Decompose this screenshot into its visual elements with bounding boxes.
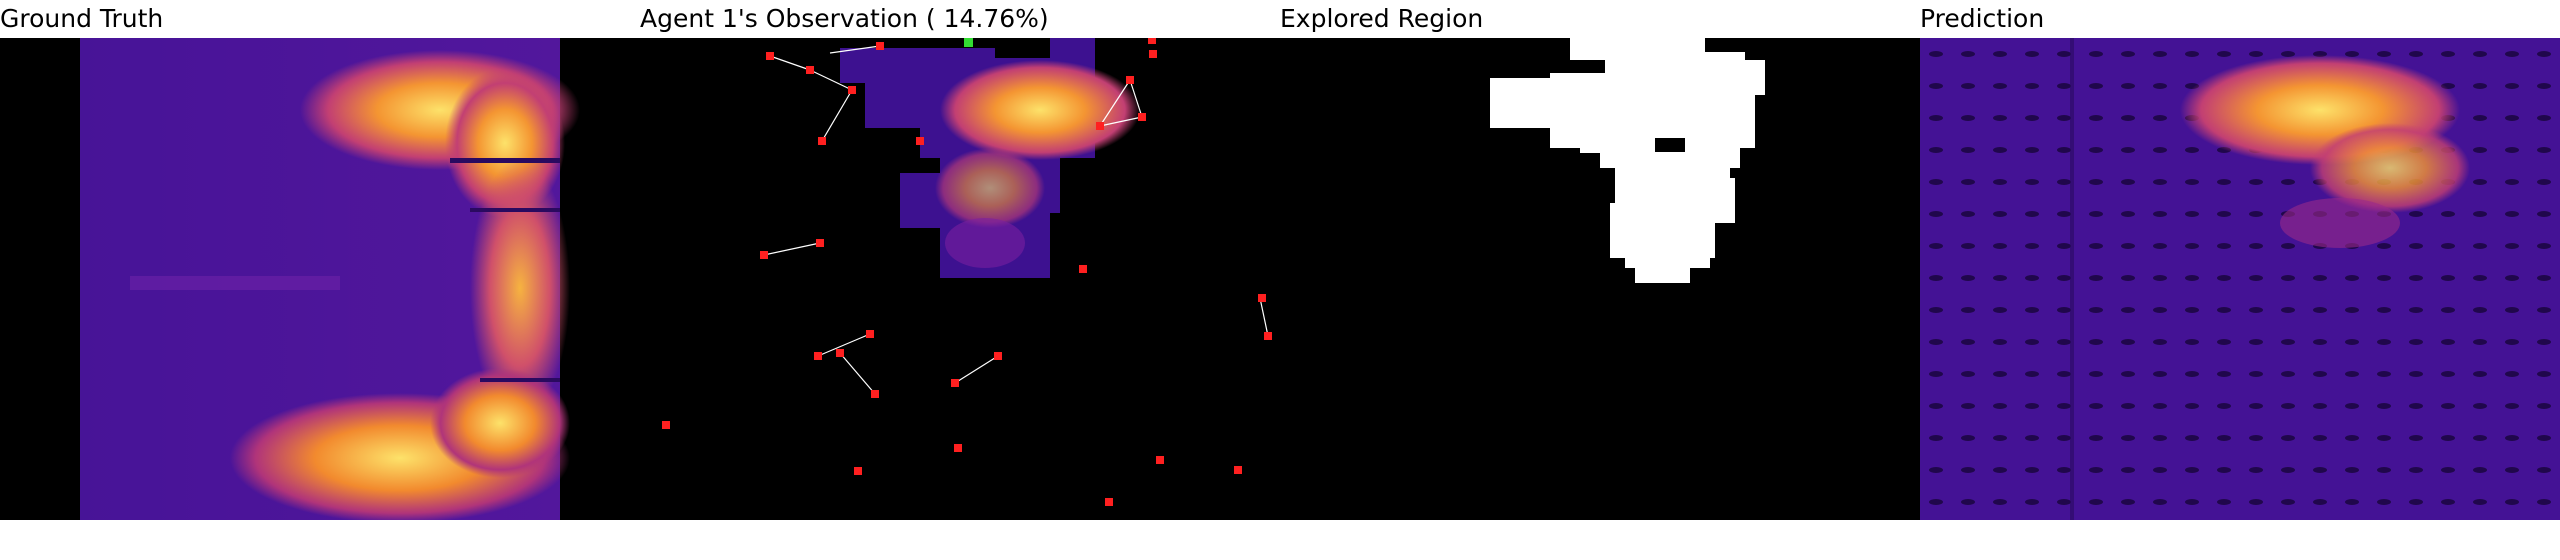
agent-marker (818, 137, 826, 145)
agent-marker (1264, 332, 1272, 340)
agent-observation-map (662, 38, 1272, 506)
observed-patches (840, 38, 1140, 278)
explored-holes (1570, 38, 1750, 188)
agent-marker (836, 349, 844, 357)
agent-marker (1234, 466, 1242, 474)
agent-links (763, 45, 1269, 395)
explored-area (1490, 38, 1765, 283)
agent-marker (1148, 38, 1156, 44)
agent-marker (1096, 122, 1104, 130)
agent-marker (994, 352, 1002, 360)
active-agent-marker (964, 38, 973, 47)
agent-marker (1105, 498, 1113, 506)
agent-marker (1156, 456, 1164, 464)
agent-marker (1126, 76, 1134, 84)
agent-marker (1079, 265, 1087, 273)
explored-region-panel (1280, 38, 1920, 520)
agent-marker (814, 352, 822, 360)
agent-marker (871, 390, 879, 398)
agent-marker (954, 444, 962, 452)
agent-marker (662, 421, 670, 429)
panel-title-prediction: Prediction (1920, 4, 2045, 33)
agent-marker (1258, 294, 1266, 302)
agent-marker (848, 86, 856, 94)
explored-region-mask (1490, 38, 1765, 283)
agent-marker (916, 137, 924, 145)
prediction-panel (1920, 38, 2560, 520)
agent-markers (662, 38, 1272, 506)
panel-title-explored-region: Explored Region (1280, 4, 1484, 33)
agent-marker (951, 379, 959, 387)
panel-title-ground-truth: Ground Truth (0, 4, 164, 33)
agent-marker (760, 251, 768, 259)
agent-observation-panel (640, 38, 1280, 520)
agent-marker (1149, 50, 1157, 58)
agent-marker (866, 330, 874, 338)
agent-marker (806, 66, 814, 74)
agent-marker (876, 42, 884, 50)
agent-marker (1138, 113, 1146, 121)
agent-marker (854, 467, 862, 475)
prediction-heatmap (1920, 38, 2560, 520)
panel-title-agent-observation: Agent 1's Observation ( 14.76%) (640, 4, 1049, 33)
agent-marker (766, 52, 774, 60)
ground-truth-panel (0, 38, 640, 520)
agent-marker (816, 239, 824, 247)
ground-truth-heatmap (80, 38, 580, 520)
